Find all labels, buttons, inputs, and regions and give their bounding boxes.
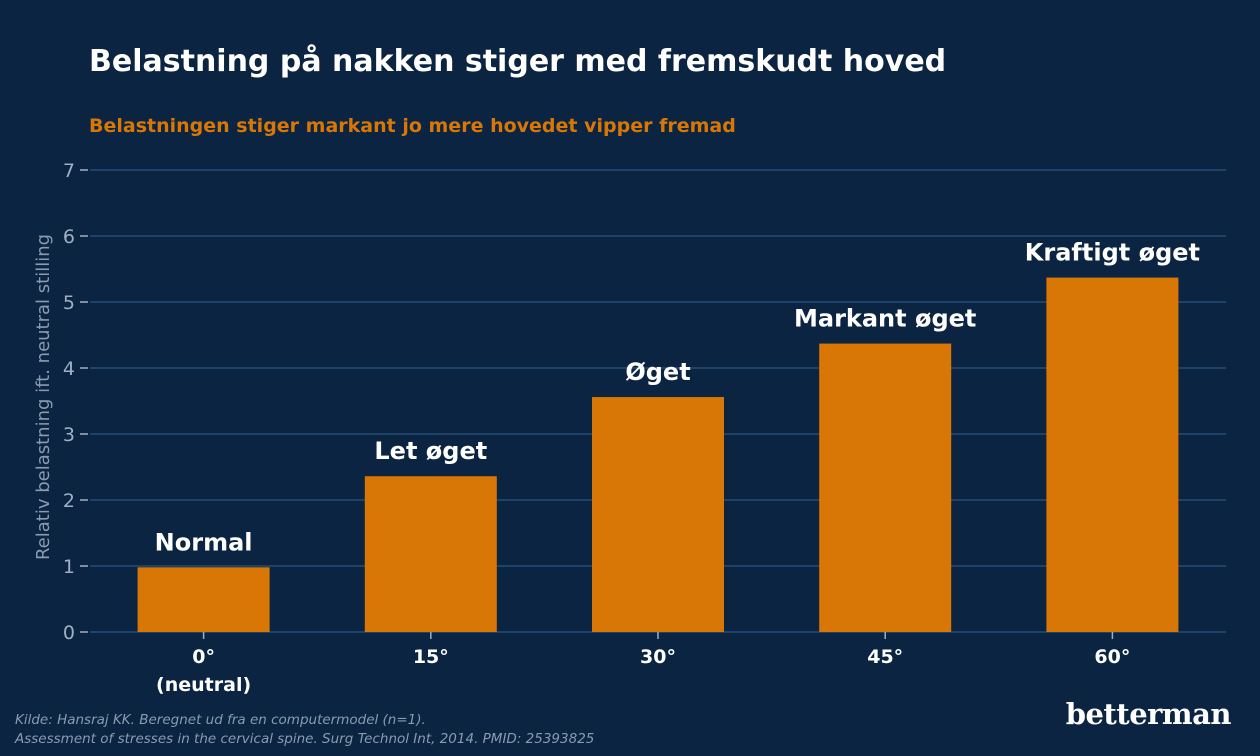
bar-label-2: Øget — [625, 358, 690, 386]
x-tick-label-3: 45° — [867, 646, 903, 668]
bar-1 — [364, 476, 497, 632]
bars — [137, 277, 1179, 632]
x-tick-label-1: 15° — [413, 646, 449, 668]
x-tick-label-0: 0° (neutral) — [156, 646, 251, 696]
bar-2 — [592, 397, 724, 632]
bar-labels: Normal Let øget Øget Markant øget Kraftigt ø… — [155, 239, 1200, 557]
y-tick-label-4: 4 — [63, 358, 75, 380]
y-tick-label-0: 0 — [63, 622, 75, 644]
chart-subtitle: Belastningen stiger markant jo mere hove… — [89, 115, 736, 137]
x-tick-label-4: 60° — [1094, 646, 1130, 668]
bar-3 — [819, 343, 952, 632]
bar-0 — [137, 567, 270, 632]
chart-title: Belastning på nakken stiger med fremskud… — [89, 44, 947, 79]
source-note: Kilde: Hansraj KK. Beregnet ud fra en co… — [15, 711, 594, 749]
y-tick-label-2: 2 — [63, 490, 75, 512]
bar-label-4: Kraftigt øget — [1025, 239, 1200, 267]
source-line-1: Kilde: Hansraj KK. Beregnet ud fra en co… — [15, 712, 426, 728]
bar-label-1: Let øget — [374, 437, 487, 465]
y-tick-label-5: 5 — [63, 292, 75, 314]
y-tick-label-1: 1 — [63, 556, 75, 578]
y-axis-ticks: 0 1 2 3 4 5 6 7 — [63, 160, 88, 644]
y-tick-label-3: 3 — [63, 424, 75, 446]
bar-label-3: Markant øget — [794, 305, 976, 333]
y-tick-label-6: 6 — [63, 226, 75, 248]
bar-label-0: Normal — [155, 528, 253, 556]
x-tick-label-2: 30° — [640, 646, 676, 668]
y-axis-label: Relativ belastning ift. neutral stilling — [33, 234, 54, 560]
source-line-2: Assessment of stresses in the cervical s… — [15, 731, 595, 747]
x-axis-ticks: 0° (neutral) 15° 30° 45° 60° — [156, 632, 1130, 696]
y-tick-label-7: 7 — [63, 160, 75, 182]
bar-4 — [1046, 277, 1179, 632]
brand-logo: betterman — [1065, 697, 1232, 731]
